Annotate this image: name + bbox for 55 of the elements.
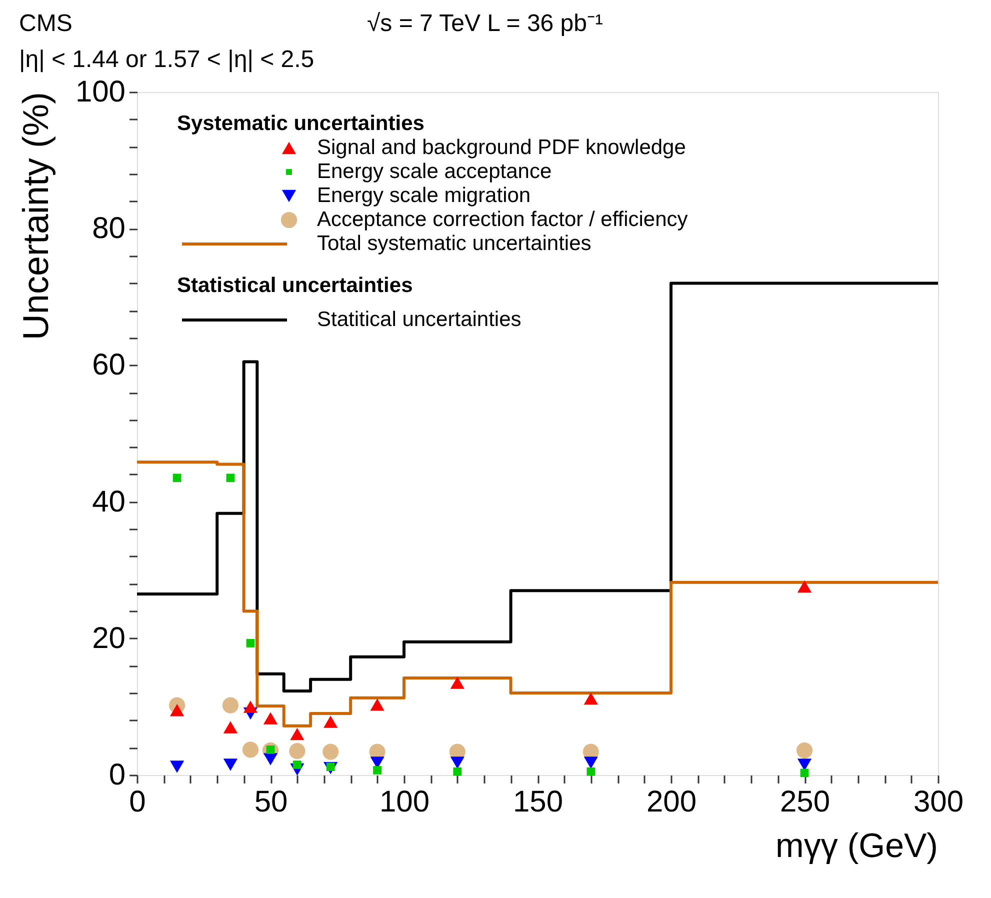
legend-label: Signal and background PDF knowledge	[317, 136, 686, 159]
y-tick-label: 80	[92, 212, 126, 246]
x-tick-label: 250	[780, 786, 830, 818]
point	[586, 767, 596, 776]
x-tick-label: 100	[379, 786, 430, 818]
point	[170, 760, 184, 773]
point	[226, 474, 235, 482]
point	[170, 704, 184, 716]
point	[797, 580, 812, 593]
point	[222, 697, 239, 714]
point	[223, 758, 238, 771]
chart-subtitle: |η| < 1.44 or 1.57 < |η| < 2.5	[19, 46, 314, 73]
point	[373, 766, 382, 774]
legend-label: Energy scale migration	[317, 184, 531, 207]
point	[584, 692, 598, 705]
legend-title: Systematic uncertainties	[177, 112, 424, 135]
point	[324, 716, 338, 728]
point	[172, 474, 182, 482]
point	[263, 753, 278, 766]
x-axis-title: mγγ (GeV)	[776, 827, 938, 865]
y-axis-title: Uncertainty (%)	[15, 92, 56, 340]
point	[370, 698, 384, 711]
y-tick-label: 20	[92, 622, 126, 655]
x-tick-label: 150	[512, 786, 564, 818]
legend-label: Acceptance correction factor / efficiency	[317, 208, 688, 231]
legend-label: Statitical uncertainties	[317, 308, 522, 331]
point	[584, 756, 598, 769]
annotation: Statistical uncertainties	[177, 274, 413, 297]
y-tick-label: 0	[108, 758, 126, 792]
point	[243, 700, 258, 713]
y-tick-label: 100	[75, 76, 126, 108]
point	[223, 721, 238, 734]
x-tick-label: 300	[913, 786, 964, 818]
point	[246, 639, 255, 648]
point	[450, 676, 464, 689]
point	[293, 760, 302, 769]
point	[322, 744, 339, 760]
point	[800, 768, 809, 778]
point	[797, 758, 812, 771]
point	[290, 728, 304, 740]
point	[453, 767, 462, 776]
chart-title: CMS	[19, 10, 72, 37]
point	[289, 743, 306, 760]
y-tick-label: 60	[92, 348, 126, 382]
point	[450, 756, 464, 769]
legend-label: Energy scale acceptance	[317, 160, 552, 183]
legend-label: Total systematic uncertainties	[317, 232, 592, 255]
point	[263, 712, 278, 724]
y-tick-label: 40	[92, 485, 126, 518]
text: √s = 7 TeV L = 36 pb⁻¹	[367, 10, 603, 37]
x-tick-label: 200	[646, 786, 697, 818]
point	[242, 742, 259, 758]
x-tick-label: 50	[254, 786, 288, 818]
x-tick-label: 0	[129, 786, 146, 818]
point	[796, 742, 813, 758]
